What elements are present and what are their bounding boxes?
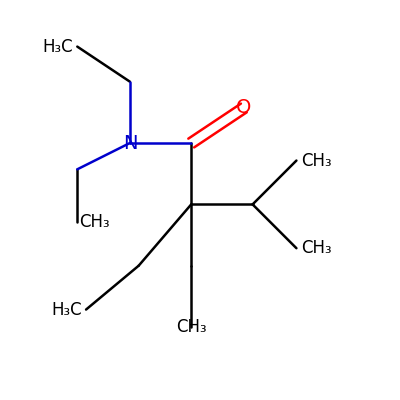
Text: CH₃: CH₃ [301,239,332,257]
Text: H₃C: H₃C [42,38,73,56]
Text: CH₃: CH₃ [80,213,110,231]
Text: N: N [123,134,137,152]
Text: H₃C: H₃C [51,300,82,318]
Text: O: O [236,98,252,118]
Text: CH₃: CH₃ [301,152,332,170]
Text: CH₃: CH₃ [176,318,206,336]
